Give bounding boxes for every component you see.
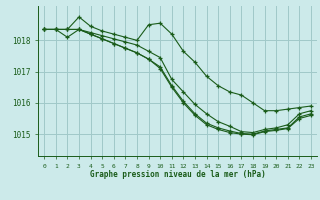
X-axis label: Graphe pression niveau de la mer (hPa): Graphe pression niveau de la mer (hPa): [90, 170, 266, 179]
